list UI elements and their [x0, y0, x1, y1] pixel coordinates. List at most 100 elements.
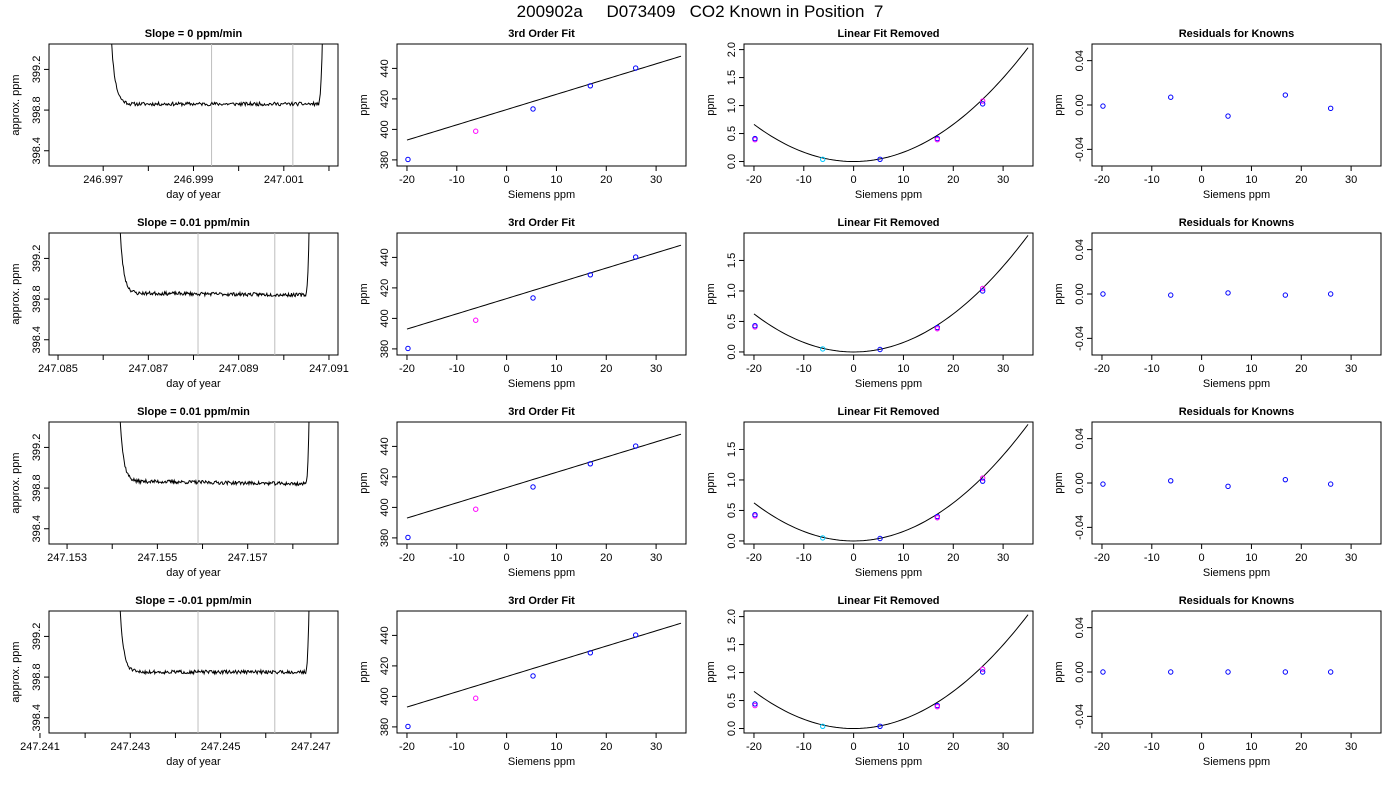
y-tick-label: 399.2 [31, 245, 43, 273]
y-tick-label: 1.5 [726, 70, 738, 85]
x-axis-label: day of year [166, 567, 221, 579]
data-point [820, 156, 826, 162]
panel-fit-r1-c1: 3rd Order Fit -20 -10 0 10 20 30 380 400 420 440 Si… [358, 217, 687, 390]
x-tick-label: -10 [796, 363, 812, 375]
data-point [752, 135, 758, 142]
y-tick-label: 1.5 [726, 253, 738, 268]
plot-area [111, 44, 323, 166]
data-point [1100, 291, 1106, 297]
y-axis-label: ppm [1053, 661, 1065, 682]
y-tick-label: 440 [379, 437, 391, 455]
x-axis-label: day of year [166, 189, 221, 201]
data-point [1327, 105, 1334, 112]
data-point [473, 506, 479, 512]
fit-curve [406, 622, 682, 708]
data-point [405, 534, 411, 541]
plot-frame [48, 421, 339, 545]
x-tick-label: 10 [550, 174, 562, 186]
x-tick-label: 0 [851, 363, 857, 375]
x-tick-label: 0 [504, 741, 510, 753]
x-tick-label: 247.247 [291, 741, 331, 753]
data-point [877, 723, 883, 729]
x-tick-label: 20 [1295, 363, 1307, 375]
x-tick-label: 30 [650, 552, 662, 564]
data-point [473, 128, 479, 134]
y-tick-label: 420 [379, 279, 391, 297]
plot-area [405, 433, 682, 541]
ppm-trace [111, 44, 323, 108]
y-tick-label: 0.00 [1074, 283, 1086, 304]
plot-frame [1091, 232, 1382, 356]
panel-title: Slope = -0.01 ppm/min [135, 595, 252, 607]
y-tick-label: 380 [379, 340, 391, 358]
y-axis-label: approx. ppm [10, 452, 22, 513]
data-point [473, 695, 479, 701]
data-point [1282, 92, 1289, 98]
x-tick-label: -10 [1144, 741, 1160, 753]
x-tick-label: 0 [851, 552, 857, 564]
x-tick-label: 10 [550, 741, 562, 753]
x-axis-label: Siemens ppm [1203, 378, 1270, 390]
panel-title: Linear Fit Removed [837, 406, 939, 418]
x-tick-label: 10 [897, 363, 909, 375]
data-point [1225, 669, 1231, 675]
data-point [1225, 113, 1231, 119]
y-axis-label: ppm [705, 94, 717, 115]
y-tick-label: 380 [379, 529, 391, 547]
y-axis-label: ppm [1053, 283, 1065, 304]
data-point [530, 484, 536, 490]
y-axis-label: ppm [358, 472, 370, 493]
data-point [405, 723, 411, 730]
y-tick-label: 398.8 [31, 663, 43, 691]
x-axis-label: Siemens ppm [855, 756, 922, 768]
data-point [979, 285, 986, 292]
y-axis-label: ppm [358, 661, 370, 682]
data-point [405, 156, 411, 163]
data-point [979, 288, 986, 294]
data-point [1168, 292, 1174, 298]
plot-area [752, 614, 1029, 730]
x-tick-label: 247.087 [128, 363, 168, 375]
y-tick-label: 399.2 [31, 623, 43, 651]
plot-area [1100, 290, 1334, 298]
fit-curve [406, 433, 682, 519]
x-tick-label: 30 [997, 552, 1009, 564]
x-tick-label: 20 [947, 552, 959, 564]
plot-frame [396, 43, 687, 167]
x-tick-label: -10 [796, 552, 812, 564]
panel-title: 3rd Order Fit [508, 217, 575, 229]
data-point [1100, 481, 1106, 487]
panel-resid-r0-c3: Residuals for Knowns -20 -10 0 10 20 30 -0.04 0.… [1053, 28, 1382, 201]
y-tick-label: 0.5 [726, 693, 738, 708]
y-tick-label: 380 [379, 718, 391, 736]
x-tick-label: -20 [746, 363, 762, 375]
y-tick-label: 398.8 [31, 285, 43, 313]
x-tick-label: 20 [1295, 741, 1307, 753]
plot-area [752, 235, 1029, 353]
data-point [1282, 292, 1289, 298]
ppm-trace [119, 233, 310, 298]
plot-area [1100, 669, 1334, 675]
y-tick-label: 0.0 [726, 344, 738, 359]
data-point [877, 535, 883, 542]
x-axis-label: Siemens ppm [508, 756, 575, 768]
data-point [1282, 669, 1289, 675]
y-tick-label: 398.4 [31, 326, 43, 354]
y-axis-label: ppm [1053, 94, 1065, 115]
fit-curve [753, 47, 1029, 163]
y-tick-label: 0.0 [726, 154, 738, 169]
y-tick-label: 420 [379, 468, 391, 486]
plot-frame [1091, 610, 1382, 734]
y-tick-label: 399.2 [31, 56, 43, 84]
y-axis-label: ppm [358, 283, 370, 304]
y-tick-label: 0.04 [1074, 239, 1086, 260]
data-point [979, 98, 986, 104]
y-tick-label: 420 [379, 90, 391, 108]
data-point [752, 702, 758, 709]
x-tick-label: 0 [1199, 174, 1205, 186]
y-tick-label: 0.04 [1074, 617, 1086, 638]
plot-area [1100, 476, 1334, 490]
x-tick-label: -20 [399, 552, 415, 564]
y-tick-label: 2.0 [726, 609, 738, 624]
